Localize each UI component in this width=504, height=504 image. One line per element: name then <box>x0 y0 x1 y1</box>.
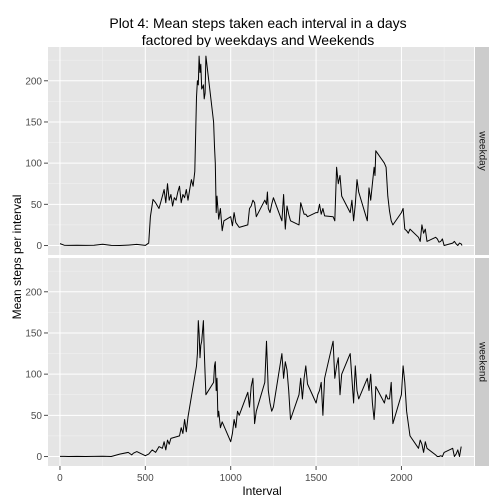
facet-strip-label-weekend: weekend <box>477 341 488 382</box>
y-tick-label: 100 <box>25 159 42 170</box>
x-tick-label: 1500 <box>305 473 328 484</box>
y-tick-label: 200 <box>25 76 42 87</box>
y-axis-title: Mean steps per interval <box>10 195 24 320</box>
x-tick-label: 0 <box>57 473 63 484</box>
facet-panel-weekend: 0 50 100 150 200 weekend <box>25 258 489 466</box>
facet-strip-label-weekday: weekday <box>477 130 488 170</box>
facet-panels: 0 50 100 150 200 weekday 0 50 100 150 200 weekend 0 5… <box>25 47 489 484</box>
x-tick-label: 1000 <box>220 473 243 484</box>
panel-background <box>48 258 474 466</box>
x-tick-label: 2000 <box>390 473 413 484</box>
chart-title-line-1: Plot 4: Mean steps taken each interval i… <box>109 15 406 31</box>
x-axis-title: Interval <box>242 484 281 498</box>
panel-background <box>48 47 474 255</box>
chart-title-line-2: factored by weekdays and Weekends <box>142 32 374 48</box>
facet-panel-weekday: 0 50 100 150 200 weekday <box>25 47 489 255</box>
series-line-weekend <box>60 320 462 457</box>
x-tick-label: 500 <box>137 473 154 484</box>
y-tick-label: 150 <box>25 117 42 128</box>
series-line-weekday <box>59 55 463 246</box>
y-tick-label: 100 <box>25 370 42 381</box>
y-tick-label: 200 <box>25 287 42 298</box>
y-tick-label: 0 <box>36 241 42 252</box>
y-tick-label: 50 <box>31 200 43 211</box>
y-tick-label: 150 <box>25 328 42 339</box>
y-tick-label: 0 <box>36 452 42 463</box>
y-tick-label: 50 <box>31 411 43 422</box>
facet-strip <box>475 258 489 466</box>
facet-strip <box>475 47 489 255</box>
